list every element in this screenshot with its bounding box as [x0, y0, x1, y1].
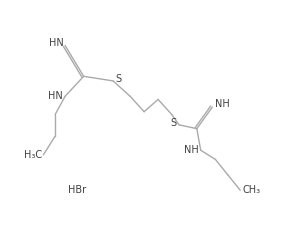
Text: S: S: [170, 118, 177, 128]
Text: HN: HN: [48, 91, 63, 101]
Text: H₃C: H₃C: [24, 150, 42, 160]
Text: NH: NH: [215, 99, 229, 109]
Text: CH₃: CH₃: [243, 185, 261, 195]
Text: HN: HN: [49, 38, 64, 48]
Text: HBr: HBr: [68, 185, 86, 195]
Text: NH: NH: [184, 145, 199, 155]
Text: S: S: [115, 74, 122, 84]
